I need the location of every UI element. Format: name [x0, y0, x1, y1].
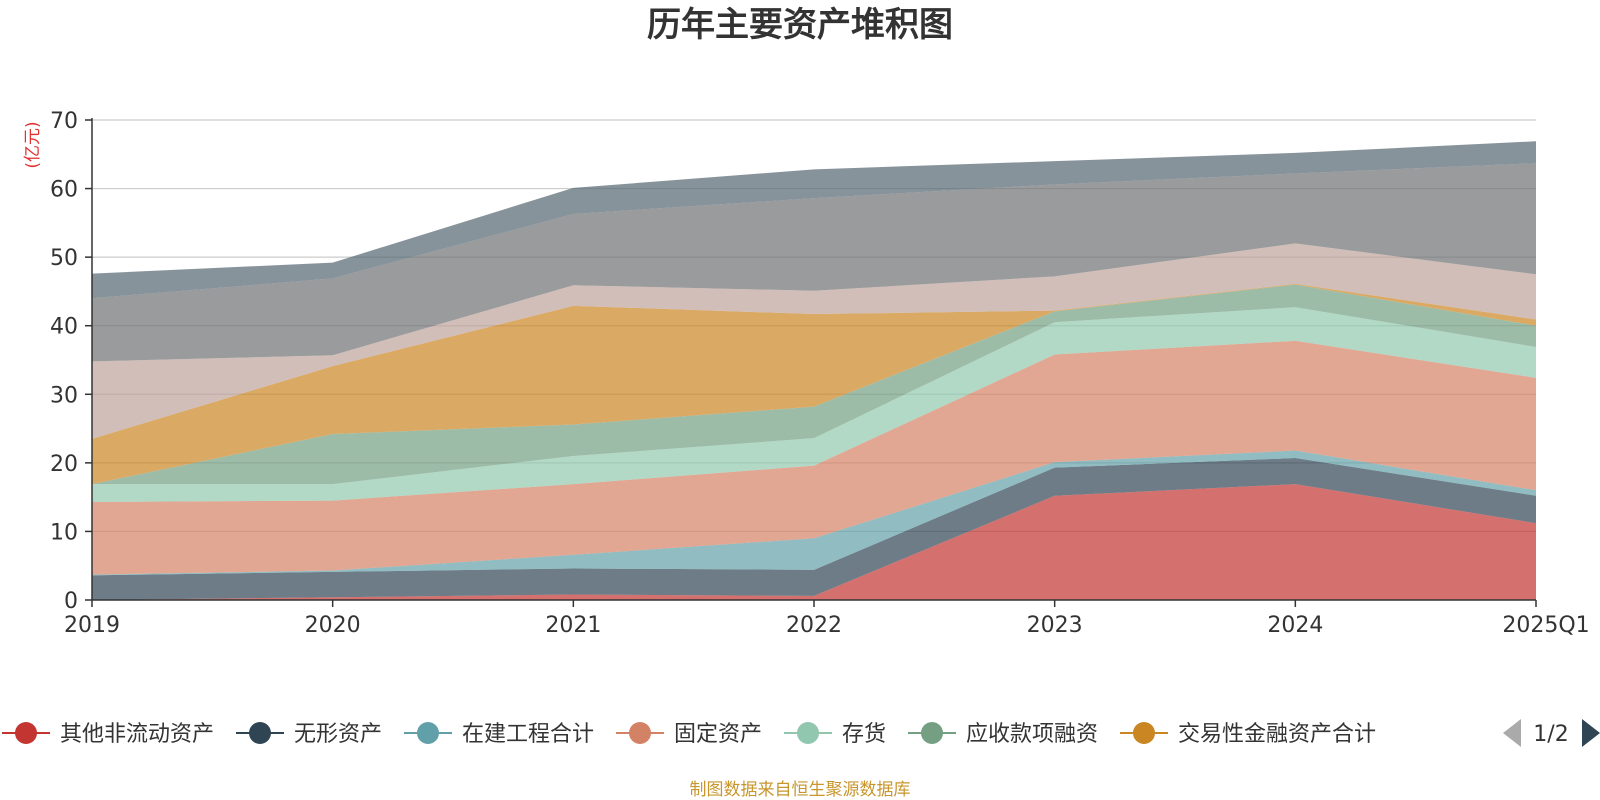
data-source-note: 制图数据来自恒生聚源数据库 [690, 780, 911, 800]
legend-circle-icon [629, 722, 651, 744]
area-series-8 [92, 163, 1536, 362]
y-tick-label: 30 [50, 383, 78, 408]
legend-item-0[interactable]: 其他非流动资产 [2, 722, 214, 747]
legend-item-5[interactable]: 应收款项融资 [908, 722, 1098, 747]
y-tick-label: 70 [50, 109, 78, 134]
legend-item-1[interactable]: 无形资产 [236, 722, 382, 747]
legend-next-page-icon[interactable] [1582, 719, 1600, 747]
legend-circle-icon [1133, 722, 1155, 744]
x-tick-label: 2023 [1027, 613, 1083, 638]
legend-label: 应收款项融资 [966, 722, 1098, 747]
x-tick-label: 2022 [786, 613, 842, 638]
legend-circle-icon [15, 722, 37, 744]
x-tick-label: 2021 [545, 613, 601, 638]
legend-circle-icon [417, 722, 439, 744]
legend[interactable]: 其他非流动资产 无形资产 在建工程合计 固定资产 存货 应收款项融资 交易性金融资产合计 1/… [2, 719, 1600, 747]
area-series-0 [92, 484, 1536, 600]
legend-prev-page-icon[interactable] [1503, 719, 1521, 747]
legend-circle-icon [797, 722, 819, 744]
y-tick-label: 0 [64, 589, 78, 614]
chart-title: 历年主要资产堆积图 [647, 5, 953, 45]
area-series-4 [92, 307, 1536, 502]
legend-circle-icon [921, 722, 943, 744]
y-tick-label: 20 [50, 452, 78, 477]
area-series-1 [92, 458, 1536, 600]
legend-page-indicator: 1/2 [1533, 722, 1568, 747]
y-tick-label: 60 [50, 178, 78, 203]
legend-label: 在建工程合计 [462, 722, 594, 747]
y-tick-label: 40 [50, 315, 78, 340]
legend-item-4[interactable]: 存货 [784, 722, 886, 747]
area-series-6 [92, 283, 1536, 485]
y-axis-unit-label: (亿元) [23, 121, 43, 168]
y-tick-label: 10 [50, 520, 78, 545]
x-tick-label: 2020 [305, 613, 361, 638]
legend-label: 存货 [842, 722, 886, 747]
legend-item-3[interactable]: 固定资产 [616, 722, 762, 747]
legend-item-6[interactable]: 交易性金融资产合计 [1120, 722, 1376, 747]
legend-label: 无形资产 [294, 722, 382, 747]
x-tick-label: 2024 [1267, 613, 1323, 638]
x-tick-label: 2025Q1 [1502, 613, 1589, 638]
axes: 0 10 20 30 40 50 60 70 2019 2020 2021 2022 2023 2024 2… [50, 109, 1590, 638]
area-series-7 [92, 243, 1536, 439]
area-series-9 [92, 141, 1536, 299]
area-series-5 [92, 284, 1536, 485]
stacked-areas [92, 141, 1536, 600]
legend-label: 固定资产 [674, 722, 762, 747]
y-tick-label: 50 [50, 246, 78, 271]
area-series-2 [92, 450, 1536, 576]
legend-item-2[interactable]: 在建工程合计 [404, 722, 594, 747]
legend-circle-icon [249, 722, 271, 744]
legend-label: 其他非流动资产 [60, 722, 214, 747]
area-series-3 [92, 340, 1536, 575]
legend-label: 交易性金融资产合计 [1178, 722, 1376, 747]
x-tick-label: 2019 [64, 613, 120, 638]
